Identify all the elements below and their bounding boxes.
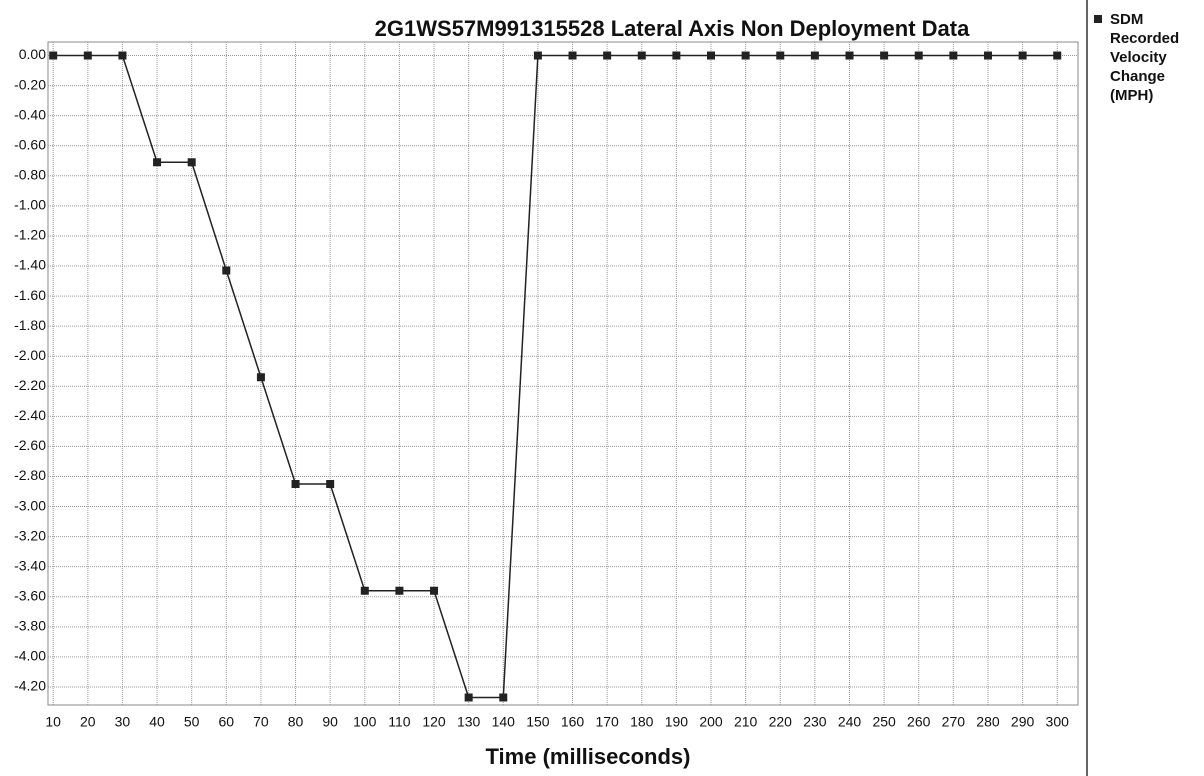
x-tick-label: 220 <box>769 714 793 730</box>
y-tick-label: -3.20 <box>14 527 46 543</box>
point <box>1018 51 1027 60</box>
y-tick-label: 0.00 <box>19 46 46 62</box>
y-tick-label: -3.60 <box>14 587 46 603</box>
point <box>707 51 716 60</box>
y-tick-label: -2.20 <box>14 377 46 393</box>
point <box>741 51 750 60</box>
point <box>291 480 300 488</box>
x-tick-label: 230 <box>803 714 827 730</box>
x-tick-label: 70 <box>253 714 269 730</box>
point <box>533 51 542 60</box>
y-tick-label: -2.40 <box>14 407 46 423</box>
point <box>810 51 819 60</box>
point <box>395 586 404 595</box>
point <box>845 51 854 60</box>
x-tick-label: 270 <box>942 714 966 730</box>
grid: 0.00 -0.20 -0.40 -0.60 -0.80 -1.00 -1.20 -1.40 -… <box>14 41 1079 730</box>
point <box>568 51 577 60</box>
x-tick-label: 150 <box>526 714 550 730</box>
x-tick-label: 90 <box>322 714 338 730</box>
x-tick-label: 130 <box>457 714 481 730</box>
x-tick-label: 250 <box>872 714 896 730</box>
y-tick-label: -0.80 <box>14 167 46 183</box>
y-tick-label: -4.20 <box>14 678 46 694</box>
point <box>1053 51 1062 60</box>
point <box>499 693 508 702</box>
x-tick-label: 10 <box>45 714 61 730</box>
y-tick-label: -0.60 <box>14 136 46 152</box>
x-tick-label: 40 <box>149 714 165 730</box>
point <box>83 51 92 60</box>
y-tick-label: -3.80 <box>14 618 46 634</box>
point <box>256 373 265 382</box>
x-tick-label: 160 <box>561 714 585 730</box>
point <box>153 158 162 167</box>
point <box>776 51 785 60</box>
point <box>187 158 196 167</box>
point <box>49 51 58 60</box>
point <box>672 51 681 60</box>
x-tick-label: 30 <box>115 714 131 730</box>
x-tick-label: 50 <box>184 714 200 730</box>
x-tick-label: 260 <box>907 714 931 730</box>
x-tick-label: 280 <box>976 714 1000 730</box>
x-tick-label: 120 <box>422 714 446 730</box>
y-tick-label: -2.80 <box>14 467 46 483</box>
point <box>914 51 923 60</box>
x-tick-label: 290 <box>1011 714 1035 730</box>
point <box>983 51 992 60</box>
point <box>464 693 473 702</box>
legend-label: SDM Recorded Velocity Change (MPH) <box>1110 11 1180 104</box>
y-tick-label: -2.00 <box>14 347 46 363</box>
x-tick-label: 60 <box>219 714 235 730</box>
point <box>880 51 889 60</box>
plot-area <box>47 41 1079 706</box>
y-tick-label: -0.40 <box>14 106 46 122</box>
series-line <box>53 54 1058 699</box>
x-tick-label: 100 <box>353 714 377 730</box>
y-tick-label: -3.40 <box>14 557 46 573</box>
y-tick-label: -1.60 <box>14 287 46 303</box>
x-tick-label: 170 <box>595 714 619 730</box>
legend: SDM Recorded Velocity Change (MPH) <box>1094 10 1204 105</box>
legend-swatch <box>1094 15 1102 23</box>
point <box>118 51 127 60</box>
x-tick-label: 300 <box>1046 714 1070 730</box>
x-tick-label: 200 <box>699 714 723 730</box>
plot <box>49 51 1062 702</box>
point <box>603 51 612 60</box>
point <box>222 266 231 275</box>
point <box>360 586 369 595</box>
chart-title: 2G1WS57M991315528 Lateral Axis Non Deplo… <box>375 16 970 41</box>
x-tick-label: 110 <box>388 714 411 730</box>
y-tick-label: -1.20 <box>14 227 46 243</box>
x-tick-label: 190 <box>665 714 689 730</box>
x-tick-label: 20 <box>80 714 96 730</box>
point <box>430 586 439 595</box>
point <box>949 51 958 60</box>
y-tick-label: -2.60 <box>14 437 46 453</box>
point <box>637 51 646 60</box>
x-tick-label: 210 <box>734 714 758 730</box>
point <box>326 480 335 488</box>
y-tick-label: -1.00 <box>14 197 46 213</box>
y-tick-label: -0.20 <box>14 76 46 92</box>
x-tick-label: 180 <box>630 714 654 730</box>
x-tick-label: 140 <box>492 714 516 730</box>
x-tick-label: 80 <box>288 714 304 730</box>
y-tick-label: -1.40 <box>14 257 46 273</box>
y-tick-label: -4.00 <box>14 648 46 664</box>
y-tick-label: -3.00 <box>14 497 46 513</box>
x-tick-label: 240 <box>838 714 862 730</box>
y-tick-label: -1.80 <box>14 317 46 333</box>
x-axis-label: Time (milliseconds) <box>486 744 691 769</box>
